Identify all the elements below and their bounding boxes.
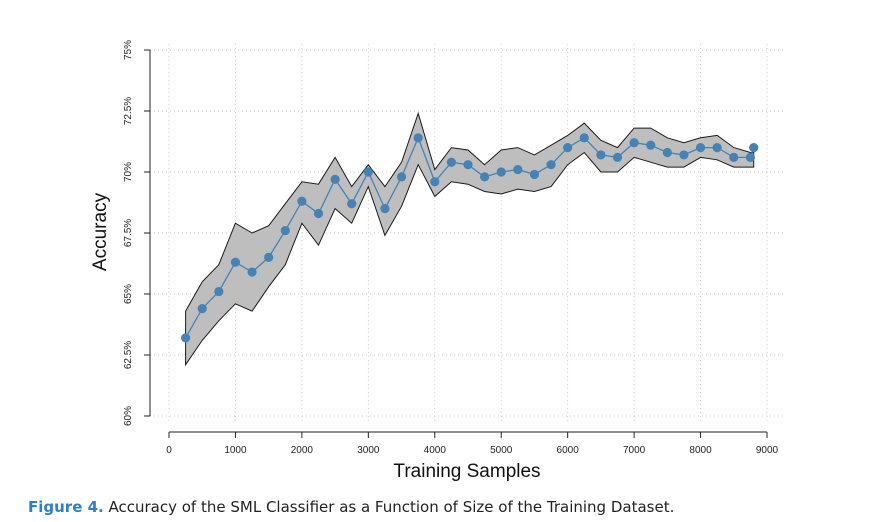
data-point-33 <box>729 152 739 162</box>
data-point-22 <box>546 160 556 170</box>
figure-caption-text: Accuracy of the SML Classifier as a Func… <box>103 498 675 516</box>
y-tick-label-4: 70% <box>123 162 134 182</box>
data-point-12 <box>380 204 390 214</box>
data-point-23 <box>563 143 573 153</box>
data-point-24 <box>579 133 589 143</box>
data-point-26 <box>612 152 623 162</box>
data-point-34 <box>745 152 755 162</box>
data-point-10 <box>347 199 357 209</box>
figure-caption: Figure 4. Accuracy of the SML Classifier… <box>28 498 674 516</box>
x-tick-label-3: 3000 <box>357 445 380 456</box>
x-tick-label-8: 8000 <box>689 445 712 456</box>
x-tick-label-9: 9000 <box>756 445 779 456</box>
data-point-29 <box>662 147 672 158</box>
y-tick-label-0: 60% <box>123 406 134 426</box>
figure-label: Figure 4. <box>28 498 104 516</box>
x-axis-title: Training Samples <box>393 461 540 482</box>
y-tick-label-6: 75% <box>123 40 134 60</box>
x-tick-label-1: 1000 <box>224 445 247 456</box>
x-tick-label-0: 0 <box>166 445 172 456</box>
data-points <box>181 133 759 343</box>
data-point-21 <box>529 169 540 180</box>
accuracy-chart: 0 1000 2000 3000 4000 5000 6000 7000 8000 9000 60… <box>90 40 785 482</box>
data-point-28 <box>646 140 656 150</box>
data-point-32 <box>712 143 722 153</box>
axes <box>144 49 768 438</box>
data-point-0 <box>181 333 191 343</box>
data-point-2 <box>214 286 224 297</box>
y-tick-label-5: 72.5% <box>123 97 134 125</box>
data-point-8 <box>313 208 324 219</box>
x-tick-label-7: 7000 <box>623 445 646 456</box>
data-point-5 <box>264 252 274 262</box>
data-point-16 <box>446 157 456 167</box>
data-point-6 <box>280 225 290 236</box>
data-point-17 <box>463 160 473 170</box>
x-tick-labels: 0 1000 2000 3000 4000 5000 6000 7000 8000 9000 <box>166 445 778 456</box>
data-point-20 <box>513 164 523 175</box>
y-tick-label-3: 67.5% <box>123 219 134 247</box>
data-point-1 <box>197 304 207 314</box>
data-point-9 <box>330 174 340 184</box>
y-tick-labels: 60% 62.5% 65% 67.5% 70% 72.5% 75% <box>123 40 134 426</box>
data-point-31 <box>695 143 706 153</box>
x-tick-label-6: 6000 <box>557 445 580 456</box>
x-tick-label-2: 2000 <box>291 445 314 456</box>
data-point-19 <box>496 167 506 177</box>
y-tick-label-2: 65% <box>123 284 134 304</box>
y-axis-title: Accuracy <box>90 192 111 271</box>
y-tick-label-1: 62.5% <box>123 341 134 369</box>
x-tick-label-5: 5000 <box>490 445 513 456</box>
x-tick-label-4: 4000 <box>424 445 447 456</box>
data-point-25 <box>596 150 606 160</box>
data-point-18 <box>480 172 490 182</box>
data-point-14 <box>413 133 423 143</box>
data-point-30 <box>679 150 689 160</box>
data-point-27 <box>629 138 639 148</box>
confidence-band <box>185 111 755 367</box>
data-point-4 <box>247 267 257 277</box>
data-point-3 <box>230 257 241 267</box>
data-point-11 <box>363 167 373 177</box>
data-point-35 <box>749 143 759 153</box>
data-point-15 <box>430 177 440 187</box>
data-point-13 <box>396 172 407 182</box>
data-point-7 <box>297 196 307 206</box>
